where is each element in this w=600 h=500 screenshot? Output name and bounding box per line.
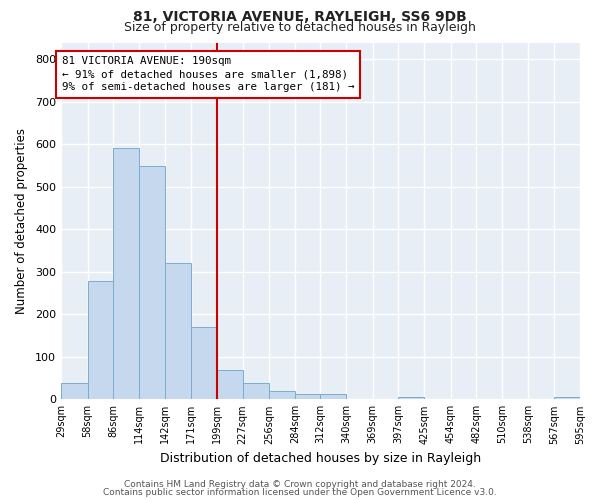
Bar	[88, 281, 113, 400]
Y-axis label: Number of detached properties: Number of detached properties	[15, 128, 28, 314]
X-axis label: Distribution of detached houses by size in Rayleigh: Distribution of detached houses by size …	[160, 452, 481, 465]
Bar	[398, 397, 424, 400]
Bar	[113, 148, 139, 400]
Text: Contains HM Land Registry data © Crown copyright and database right 2024.: Contains HM Land Registry data © Crown c…	[124, 480, 476, 489]
Bar	[295, 394, 320, 400]
Text: 81, VICTORIA AVENUE, RAYLEIGH, SS6 9DB: 81, VICTORIA AVENUE, RAYLEIGH, SS6 9DB	[133, 10, 467, 24]
Text: Size of property relative to detached houses in Rayleigh: Size of property relative to detached ho…	[124, 21, 476, 34]
Text: Contains public sector information licensed under the Open Government Licence v3: Contains public sector information licen…	[103, 488, 497, 497]
Text: 81 VICTORIA AVENUE: 190sqm
← 91% of detached houses are smaller (1,898)
9% of se: 81 VICTORIA AVENUE: 190sqm ← 91% of deta…	[62, 56, 355, 92]
Bar	[217, 370, 242, 400]
Bar	[164, 264, 191, 400]
Bar	[554, 397, 580, 400]
Bar	[191, 327, 217, 400]
Bar	[242, 383, 269, 400]
Bar	[269, 391, 295, 400]
Bar	[320, 394, 346, 400]
Bar	[139, 166, 164, 400]
Bar	[61, 383, 88, 400]
